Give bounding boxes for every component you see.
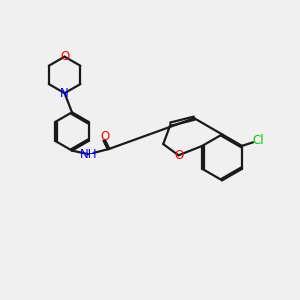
- Text: O: O: [100, 130, 110, 143]
- Text: O: O: [60, 50, 69, 63]
- Text: N: N: [60, 87, 69, 100]
- Text: NH: NH: [80, 148, 97, 160]
- Text: O: O: [174, 149, 183, 162]
- Text: Cl: Cl: [252, 134, 264, 147]
